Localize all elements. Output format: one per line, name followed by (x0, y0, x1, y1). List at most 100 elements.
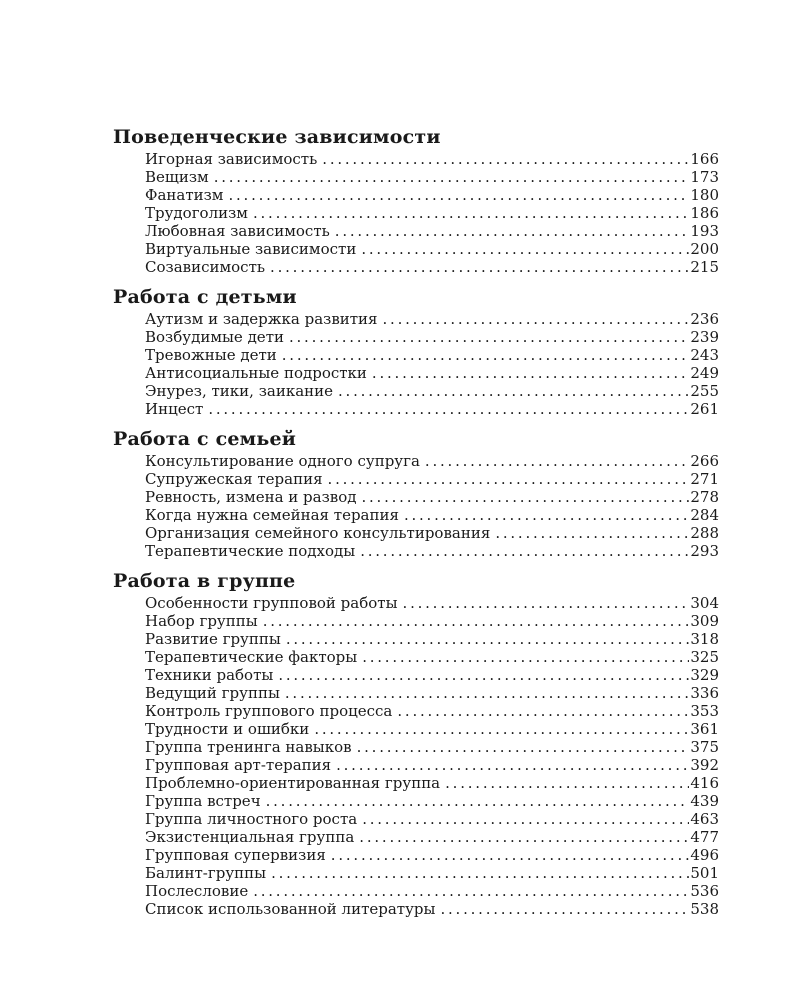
dot-leader (281, 630, 690, 648)
toc-entry-page-number: 416 (690, 774, 719, 792)
toc-entry-page-number: 336 (690, 684, 719, 702)
toc-entry: Фанатизм 180 (113, 186, 719, 204)
dot-leader (333, 382, 689, 400)
toc-entry-page-number: 501 (690, 864, 719, 882)
toc-entry-page-number: 239 (690, 328, 719, 346)
toc-entry: Балинт-группы 501 (113, 864, 719, 882)
toc-entry-page-number: 375 (690, 738, 719, 756)
toc-entry-label: Возбудимые дети (145, 328, 284, 346)
toc-entry-label: Трудоголизм (145, 204, 248, 222)
section-title: Работа в группе (113, 570, 296, 592)
toc-entry: Любовная зависимость 193 (113, 222, 719, 240)
dot-leader (356, 488, 689, 506)
toc-entry-page-number: 318 (690, 630, 719, 648)
section-items: Консультирование одного супруга 266 Супр… (113, 452, 719, 560)
toc-entry-page-number: 261 (690, 400, 719, 418)
toc-entry: Контроль группового процесса 353 (113, 702, 719, 720)
dot-leader (248, 204, 689, 222)
toc-entry-page-number: 361 (690, 720, 719, 738)
toc-entry: Послесловие 536 (113, 882, 719, 900)
dot-leader (323, 470, 690, 488)
dot-leader (354, 828, 689, 846)
toc-entry: Группа тренинга навыков 375 (113, 738, 719, 756)
toc-entry-page-number: 266 (690, 452, 719, 470)
toc-entry-page-number: 166 (690, 150, 719, 168)
toc-entry-page-number: 353 (690, 702, 719, 720)
toc-section: Работа в группе Особенности групповой ра… (113, 570, 719, 919)
toc-entry: Антисоциальные подростки 249 (113, 364, 719, 382)
dot-leader (356, 240, 689, 258)
toc-entry: Список использованной литературы 538 (113, 900, 719, 918)
toc-entry-label: Аутизм и задержка развития (145, 310, 378, 328)
toc-entry-label: Послесловие (145, 882, 249, 900)
toc-entry-page-number: 243 (690, 346, 719, 364)
dot-leader (357, 648, 689, 666)
toc-entry-label: Тревожные дети (145, 346, 277, 364)
toc-entry-page-number: 193 (690, 222, 719, 240)
toc-entry: Терапевтические подходы 293 (113, 542, 719, 560)
toc-entry: Созависимость 215 (113, 258, 719, 276)
toc-entry-label: Экзистенциальная группа (145, 828, 355, 846)
toc-entry-page-number: 439 (690, 792, 719, 810)
table-of-contents: Поведенческие зависимости Игорная зависи… (113, 127, 719, 919)
toc-section: Работа с семьей Консультирование одного … (113, 429, 719, 561)
dot-leader (399, 506, 689, 524)
toc-entry: Когда нужна семейная терапия 284 (113, 506, 719, 524)
toc-entry-label: Терапевтические факторы (145, 648, 358, 666)
toc-entry-page-number: 180 (690, 186, 719, 204)
dot-leader (352, 738, 690, 756)
toc-entry: Ревность, измена и развод 278 (113, 488, 719, 506)
toc-entry-page-number: 249 (690, 364, 719, 382)
toc-entry: Возбудимые дети 239 (113, 328, 719, 346)
toc-entry: Аутизм и задержка развития 236 (113, 310, 719, 328)
toc-entry-label: Организация семейного консультирования (145, 524, 491, 542)
toc-section: Поведенческие зависимости Игорная зависи… (113, 127, 719, 277)
dot-leader (280, 684, 689, 702)
toc-entry-label: Консультирование одного супруга (145, 452, 420, 470)
toc-entry-label: Супружеская терапия (145, 470, 323, 488)
toc-entry-label: Созависимость (145, 258, 266, 276)
toc-entry-label: Ревность, измена и развод (145, 488, 357, 506)
toc-entry-page-number: 200 (690, 240, 719, 258)
toc-entry: Ведущий группы 336 (113, 684, 719, 702)
toc-entry: Инцест 261 (113, 400, 719, 418)
toc-entry: Организация семейного консультирования 2… (113, 524, 719, 542)
toc-entry-label: Особенности групповой работы (145, 594, 398, 612)
toc-entry-label: Игорная зависимость (145, 150, 318, 168)
toc-entry-page-number: 186 (690, 204, 719, 222)
dot-leader (277, 346, 690, 364)
toc-entry-label: Виртуальные зависимости (145, 240, 357, 258)
toc-entry: Игорная зависимость 166 (113, 150, 719, 168)
dot-leader (398, 594, 690, 612)
dot-leader (355, 542, 689, 560)
dot-leader (330, 222, 690, 240)
dot-leader (258, 612, 690, 630)
dot-leader (331, 756, 689, 774)
toc-entry: Трудоголизм 186 (113, 204, 719, 222)
toc-entry-page-number: 278 (690, 488, 719, 506)
dot-leader (392, 702, 689, 720)
toc-entry-label: Трудности и ошибки (145, 720, 310, 738)
toc-entry-label: Вещизм (145, 168, 209, 186)
toc-entry: Группа личностного роста 463 (113, 810, 719, 828)
toc-entry: Консультирование одного супруга 266 (113, 452, 719, 470)
toc-entry: Супружеская терапия 271 (113, 470, 719, 488)
dot-leader (326, 846, 690, 864)
toc-entry-page-number: 477 (690, 828, 719, 846)
dot-leader (317, 150, 689, 168)
dot-leader (203, 400, 689, 418)
toc-entry-page-number: 309 (690, 612, 719, 630)
toc-entry-page-number: 496 (690, 846, 719, 864)
toc-entry: Набор группы 309 (113, 612, 719, 630)
toc-entry: Техники работы 329 (113, 666, 719, 684)
toc-entry-page-number: 236 (690, 310, 719, 328)
toc-entry-label: Проблемно-ориентированная группа (145, 774, 441, 792)
toc-entry-label: Контроль группового процесса (145, 702, 393, 720)
toc-section: Работа с детьми Аутизм и задержка развит… (113, 287, 719, 419)
toc-entry-label: Балинт-группы (145, 864, 267, 882)
toc-entry-label: Когда нужна семейная терапия (145, 506, 399, 524)
toc-entry-page-number: 271 (690, 470, 719, 488)
toc-entry-label: Техники работы (145, 666, 274, 684)
toc-entry-label: Любовная зависимость (145, 222, 330, 240)
